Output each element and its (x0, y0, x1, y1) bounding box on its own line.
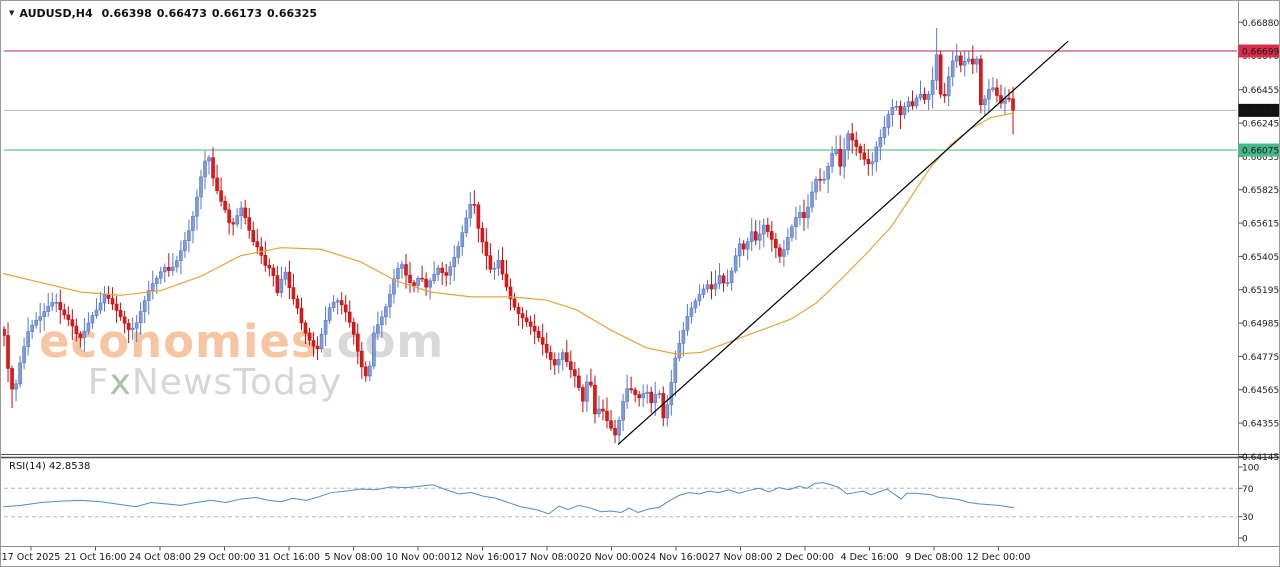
current-price-line-badge (1238, 103, 1279, 117)
price-tick-label: 0.65615 (1242, 220, 1279, 230)
rsi-pane (3, 482, 1237, 518)
ohlc-low: 0.66173 (211, 7, 262, 20)
watermark: economies.com FxNewsToday (39, 315, 445, 403)
price-tick-label: 0.64775 (1242, 353, 1279, 363)
time-tick-label: 9 Dec 08:00 (905, 552, 963, 563)
time-tick-label: 17 Nov 08:00 (515, 552, 579, 563)
horizontal-lines[interactable] (4, 50, 1237, 151)
symbol-dropdown-icon[interactable]: ▼ (9, 9, 15, 17)
price-tick-label: 0.66455 (1242, 86, 1279, 96)
time-tick-label: 10 Nov 00:00 (386, 552, 450, 563)
price-tick-label: 0.65405 (1242, 253, 1279, 263)
resistance-line-badge-label: 0.66699 (1242, 48, 1279, 58)
time-axis: 17 Oct 2025 21 Oct 16:00 24 Oct 08:00 29 Oc… (2, 546, 1031, 563)
candles-layer (3, 27, 1015, 444)
resistance-line-badge (1238, 44, 1279, 58)
price-tick-label: 0.64985 (1242, 320, 1279, 330)
price-tick-label: 0.64145 (1242, 453, 1279, 463)
price-tick-label: 0.66035 (1242, 153, 1279, 163)
ohlc-open: 0.66398 (101, 7, 152, 20)
time-tick-label: 20 Nov 00:00 (579, 552, 643, 563)
ohlc-high: 0.66473 (156, 7, 207, 20)
time-tick-label: 4 Dec 16:00 (841, 552, 899, 563)
time-tick-label: 31 Oct 16:00 (258, 552, 320, 563)
time-tick-label: 27 Nov 08:00 (708, 552, 772, 563)
rsi-line (3, 482, 1015, 515)
trend-line[interactable] (617, 40, 1069, 445)
time-tick-label: 5 Nov 08:00 (324, 552, 382, 563)
rsi-indicator-label: RSI(14) 42.8538 (9, 461, 91, 472)
time-tick-label: 2 Dec 00:00 (776, 552, 834, 563)
price-tick-label: 0.64565 (1242, 386, 1279, 396)
rsi-tick-label: 0 (1242, 535, 1248, 545)
price-tick-label: 0.66880 (1242, 19, 1279, 29)
price-axis: 0.668800.666700.664550.662450.660350.658… (1238, 19, 1279, 463)
price-tick-label: 0.65825 (1242, 186, 1279, 196)
chart-title: ▼ AUDUSD,H4 0.66398 0.66473 0.66173 0.66325 (9, 7, 322, 20)
ohlc-close: 0.66325 (266, 7, 318, 20)
time-tick-label: 29 Oct 00:00 (194, 552, 256, 563)
support-line-badge-label: 0.66075 (1242, 147, 1279, 157)
time-tick-label: 17 Oct 2025 (2, 552, 61, 563)
watermark-brand: economies.com (39, 315, 445, 368)
time-tick-label: 12 Dec 00:00 (967, 552, 1031, 563)
current-price-line-badge-label: 0.66325 (1242, 107, 1279, 117)
rsi-tick-label: 100 (1242, 464, 1259, 474)
price-tick-label: 0.64355 (1242, 420, 1279, 430)
price-tick-label: 0.66245 (1242, 120, 1279, 130)
moving-average-line[interactable] (1, 112, 1015, 355)
watermark-tagline: FxNewsToday (87, 361, 343, 403)
symbol-timeframe: AUDUSD,H4 (19, 7, 93, 20)
time-tick-label: 21 Oct 16:00 (65, 552, 127, 563)
price-tick-label: 0.65195 (1242, 286, 1279, 296)
support-line-badge (1238, 143, 1279, 157)
time-tick-label: 24 Oct 08:00 (129, 552, 191, 563)
time-tick-label: 24 Nov 16:00 (644, 552, 708, 563)
time-tick-label: 12 Nov 16:00 (450, 552, 514, 563)
rsi-tick-label: 30 (1242, 513, 1254, 523)
rsi-tick-label: 70 (1242, 485, 1254, 495)
rsi-axis: 100 70 30 0 (1238, 464, 1259, 545)
axes (1, 1, 1279, 547)
